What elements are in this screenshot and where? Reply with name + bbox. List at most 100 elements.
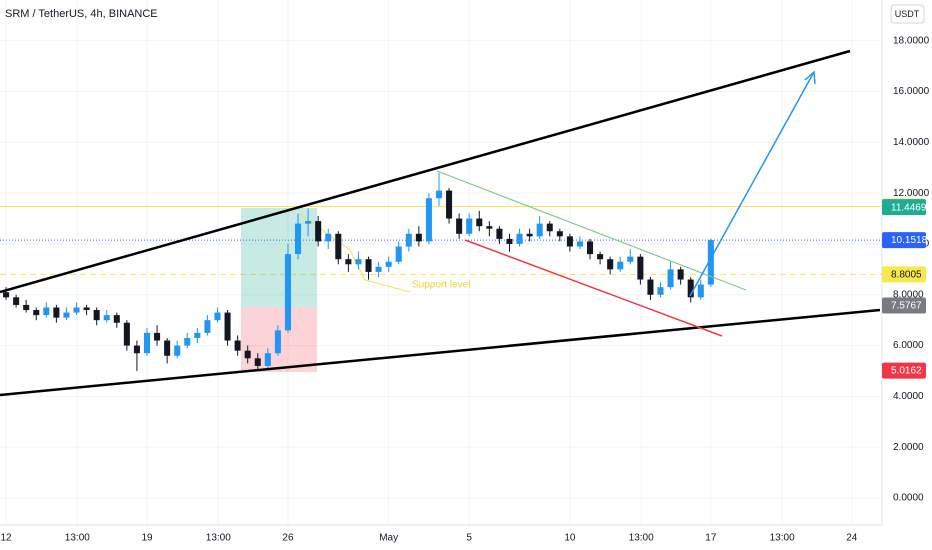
candle-body — [214, 312, 221, 321]
price-marker — [882, 266, 926, 283]
candle-body — [53, 307, 60, 318]
x-tick-label: 26 — [282, 533, 294, 544]
x-tick-label: 5 — [466, 533, 472, 544]
candle-body — [476, 218, 483, 227]
candle-body — [284, 254, 291, 331]
candle-body — [3, 292, 10, 298]
x-tick-label: 10 — [564, 533, 576, 544]
candle-body — [677, 269, 684, 280]
currency: USDT — [895, 9, 920, 19]
grid — [0, 0, 882, 525]
candles — [3, 172, 714, 372]
y-tick-label: 18.0000 — [893, 35, 930, 46]
candle-body — [456, 218, 463, 234]
axis-labels: 0.00002.00004.00006.00008.000010.000012.… — [0, 35, 929, 543]
price-marker-label: 8.8005 — [891, 270, 922, 281]
candle-body — [264, 353, 271, 366]
candle-body — [576, 241, 583, 247]
x-tick-label: 13:00 — [206, 533, 231, 544]
support-sketch — [299, 213, 411, 293]
chart-title: SRM / TetherUS, 4h, BINANCE — [5, 8, 158, 20]
candle-body — [697, 284, 704, 298]
x-tick-label: 12 — [0, 533, 12, 544]
candle-body — [496, 228, 503, 239]
price-marker-label: 7.5767 — [891, 301, 922, 312]
candle-body — [506, 238, 513, 244]
x-tick-label: May — [379, 533, 398, 544]
price-marker — [882, 297, 926, 314]
x-tick-label: 13:00 — [65, 533, 90, 544]
upper-channel — [0, 49, 851, 294]
candle-body — [43, 307, 50, 316]
candle-body — [526, 233, 533, 237]
candle-body — [194, 332, 201, 338]
candle-body — [244, 350, 251, 359]
support-line — [464, 239, 723, 337]
candle-body — [566, 236, 573, 247]
candle-body — [466, 218, 473, 234]
candle-body — [637, 256, 644, 280]
y-tick-label: 2.0000 — [893, 442, 924, 453]
candle-body — [73, 307, 80, 313]
price-marker-label: 10.1518 — [891, 235, 928, 246]
candle-body — [345, 259, 352, 265]
candle-body — [305, 221, 312, 224]
candle-body — [657, 287, 664, 295]
x-tick-label: 13:00 — [770, 533, 795, 544]
candle-body — [103, 315, 110, 321]
candle-body — [667, 269, 674, 288]
x-tick-label: 24 — [846, 533, 858, 544]
candle-body — [556, 231, 563, 237]
price-marker — [882, 199, 926, 216]
price-marker — [882, 232, 926, 249]
candle-body — [385, 261, 392, 267]
x-tick-label: 19 — [141, 533, 153, 544]
candle-body — [587, 241, 594, 255]
x-tick-label: 17 — [705, 533, 717, 544]
candle-body — [23, 304, 30, 311]
candle-body — [617, 261, 624, 270]
candle-body — [164, 340, 171, 356]
profit-zone — [241, 208, 317, 307]
candle-body — [546, 223, 553, 232]
lower-channel — [0, 308, 881, 397]
y-tick-label: 12.0000 — [893, 188, 930, 199]
candle-body — [143, 332, 151, 354]
candle-body — [415, 233, 422, 242]
candle-body — [687, 279, 694, 298]
candle-body — [274, 330, 281, 354]
candle-body — [174, 345, 181, 356]
y-tick-label: 6.0000 — [893, 340, 924, 351]
candle-body — [627, 256, 634, 262]
y-tick-label: 16.0000 — [893, 86, 930, 97]
candle-body — [204, 320, 211, 333]
candle-body — [63, 312, 70, 318]
x-tick-label: 13:00 — [629, 533, 654, 544]
price-marker-label: 5.0162 — [891, 366, 922, 377]
candle-body — [607, 259, 614, 270]
candle-body — [295, 223, 302, 255]
y-tick-label: 0.0000 — [893, 493, 924, 504]
candle-body — [365, 259, 372, 272]
candle-body — [123, 322, 130, 346]
candle-body — [154, 332, 161, 341]
candle-body — [486, 226, 493, 229]
y-tick-label: 8.0000 — [893, 289, 924, 300]
candle-body — [446, 190, 453, 219]
y-tick-label: 14.0000 — [893, 137, 930, 148]
candle-body — [375, 266, 382, 272]
price-marker-label: 11.4469 — [891, 202, 927, 213]
candle-body — [536, 223, 543, 237]
resistance-line — [436, 170, 747, 291]
candle-body — [405, 233, 412, 247]
candle-body — [33, 310, 40, 316]
candle-body — [647, 279, 654, 295]
candle-body — [133, 345, 140, 354]
currency-box — [890, 4, 925, 24]
candle-body — [315, 221, 322, 242]
projection-arrow — [689, 71, 815, 297]
arrow-head — [804, 70, 816, 85]
annotation: Support level — [412, 280, 470, 291]
